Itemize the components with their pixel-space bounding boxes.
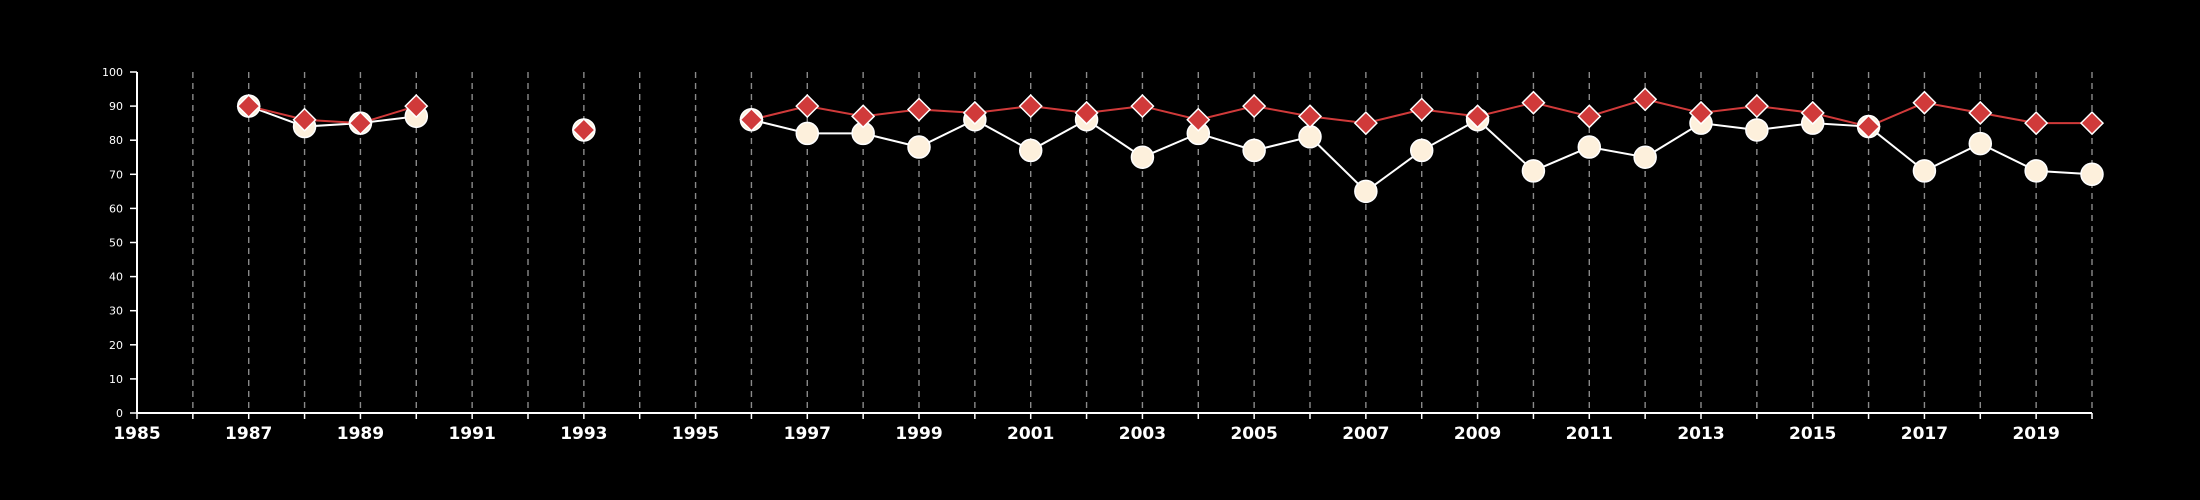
series-2-point-2011 <box>1577 104 1602 129</box>
series-2-point-2015 <box>1800 100 1825 125</box>
series-2-point-2001 <box>1018 94 1043 119</box>
series-2-point-2006 <box>1297 104 1323 129</box>
y-tick-label-100: 100 <box>102 66 123 79</box>
series-2-point-2013 <box>1688 100 1714 125</box>
x-tick-label-2017: 2017 <box>1901 424 1948 444</box>
y-tick-label-30: 30 <box>109 305 123 318</box>
series-2-point-2016 <box>1856 114 1881 139</box>
y-tick-label-60: 60 <box>109 202 123 215</box>
series-2-point-2008 <box>1409 97 1434 122</box>
axes: 1985 1987 1989 1991 1993 1995 1997 1999 2001 2003… <box>102 66 2093 444</box>
series-1-point-2007 <box>1354 179 1378 204</box>
series-2-point-2017 <box>1912 90 1937 115</box>
series-1-point-1999 <box>907 135 931 159</box>
series-1-point-2006 <box>1298 125 1322 149</box>
series-2-point-2012 <box>1633 87 1658 112</box>
series-2-line-segment-1 <box>248 105 417 125</box>
series-2-point-2005 <box>1242 94 1267 119</box>
y-tick-label-90: 90 <box>109 100 123 113</box>
x-tick-label-2007: 2007 <box>1342 424 1389 444</box>
x-tick-label-2019: 2019 <box>2012 424 2059 444</box>
x-tick-label-2011: 2011 <box>1566 424 1613 444</box>
series-2-point-1988 <box>292 107 317 132</box>
series-2-point-2003 <box>1130 94 1155 119</box>
x-tick-label-2003: 2003 <box>1119 424 1166 444</box>
x-tick-label-2005: 2005 <box>1230 424 1277 444</box>
series-2-point-1996 <box>739 107 764 132</box>
series-2-point-1989 <box>348 111 373 136</box>
series-2-point-1999 <box>906 97 932 122</box>
series-1-point-2020 <box>2080 162 2104 187</box>
series-2-point-1998 <box>851 104 876 129</box>
y-tick-label-70: 70 <box>109 168 123 181</box>
x-tick-label-1995: 1995 <box>672 424 719 444</box>
x-tick-label-2015: 2015 <box>1789 424 1836 444</box>
series-1-point-1997 <box>795 121 820 146</box>
y-tick-label-10: 10 <box>109 373 123 386</box>
x-tick-label-1987: 1987 <box>225 424 272 444</box>
series-1-point-2008 <box>1409 138 1434 163</box>
series-2-point-1997 <box>795 94 820 119</box>
series-1-point-2011 <box>1577 135 1602 159</box>
series-2-point-2019 <box>2024 111 2049 136</box>
y-tick-label-50: 50 <box>109 237 123 250</box>
series-2-point-2009 <box>1465 104 1490 129</box>
series-2-point-2000 <box>962 100 987 125</box>
x-tick-label-1997: 1997 <box>784 424 831 444</box>
x-tick-label-2013: 2013 <box>1677 424 1724 444</box>
y-tick-label-20: 20 <box>109 339 123 352</box>
y-tick-label-0: 0 <box>116 407 123 420</box>
series-2-point-1993 <box>571 117 596 143</box>
series-2-point-2014 <box>1744 94 1769 119</box>
series-1-point-2001 <box>1018 138 1043 163</box>
series-2-point-2007 <box>1353 111 1378 136</box>
series-2-point-1990 <box>404 94 429 119</box>
series-1-point-2014 <box>1745 118 1769 142</box>
series-2-point-2018 <box>1968 100 1993 125</box>
series-1-point-2010 <box>1521 159 1546 183</box>
series-1-point-2003 <box>1130 145 1155 169</box>
x-tick-label-2001: 2001 <box>1007 424 1054 444</box>
y-tick-label-40: 40 <box>109 271 123 284</box>
series-1-point-2012 <box>1633 145 1657 169</box>
x-tick-label-2009: 2009 <box>1454 424 1501 444</box>
series-1-point-2019 <box>2024 159 2048 183</box>
series-2-point-2002 <box>1074 100 1099 125</box>
x-tick-label-1985: 1985 <box>113 424 160 444</box>
series-1-point-2017 <box>1912 159 1937 183</box>
x-tick-label-1989: 1989 <box>337 424 384 444</box>
series-1-point-2018 <box>1968 131 1993 156</box>
series-2-point-2020 <box>2079 111 2105 136</box>
x-tick-label-1993: 1993 <box>560 424 607 444</box>
x-tick-label-1999: 1999 <box>895 424 942 444</box>
series-2-point-2010 <box>1521 90 1546 115</box>
series-1-point-2005 <box>1242 138 1266 163</box>
series-2-point-2004 <box>1186 107 1211 132</box>
x-tick-label-1991: 1991 <box>448 424 495 444</box>
series-2-point-1987 <box>236 94 261 119</box>
y-tick-label-80: 80 <box>109 134 123 147</box>
data-markers <box>236 87 2105 204</box>
series-1-line-segment-1 <box>248 105 417 128</box>
